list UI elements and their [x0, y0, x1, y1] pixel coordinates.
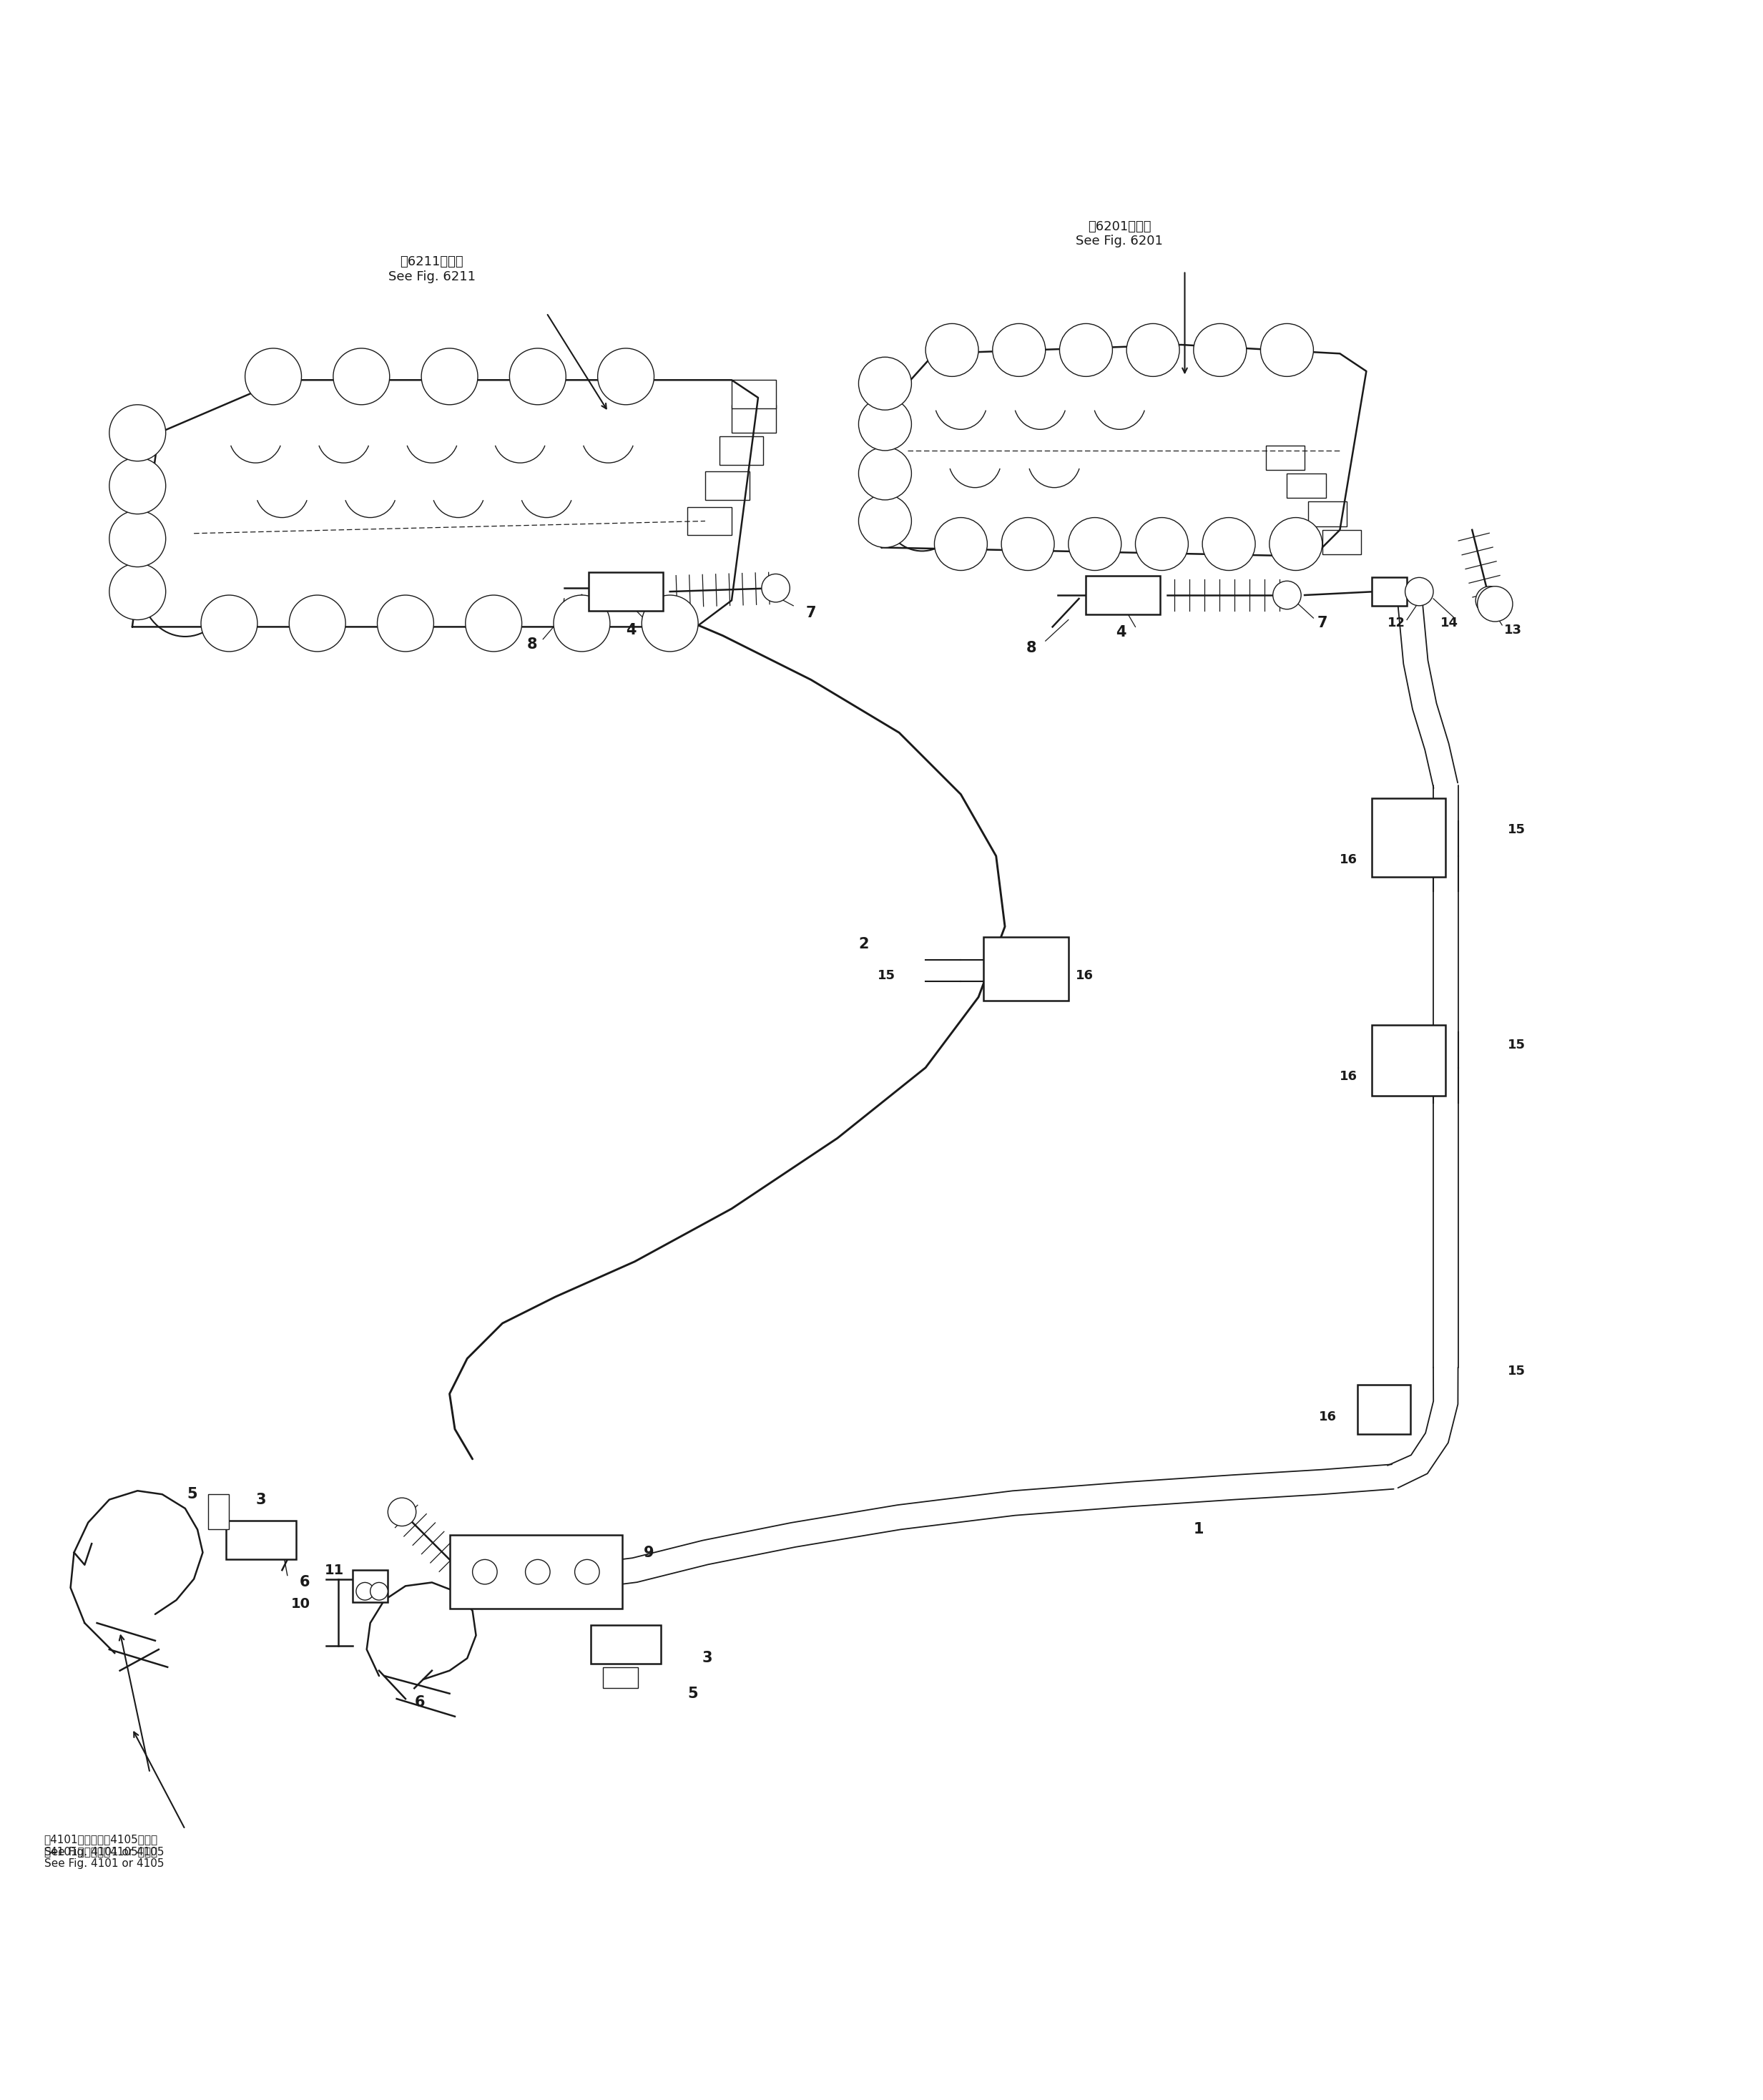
Circle shape [109, 458, 166, 514]
Text: 5: 5 [688, 1686, 698, 1701]
Circle shape [598, 349, 654, 405]
Bar [732, 405, 776, 433]
Circle shape [1405, 578, 1433, 605]
Text: 16: 16 [1319, 1411, 1336, 1424]
Text: 6: 6 [414, 1695, 425, 1709]
Circle shape [356, 1583, 374, 1600]
Text: 5: 5 [187, 1487, 197, 1502]
Bar [208, 1495, 229, 1529]
Bar [589, 571, 663, 611]
Circle shape [201, 594, 257, 651]
Circle shape [245, 349, 301, 405]
Circle shape [1194, 323, 1246, 376]
Circle shape [859, 397, 911, 452]
Circle shape [370, 1583, 388, 1600]
Text: 7: 7 [806, 605, 816, 620]
Circle shape [575, 1560, 599, 1583]
Text: 8: 8 [1026, 640, 1037, 655]
Text: 16: 16 [1340, 1071, 1358, 1084]
Text: 7: 7 [1317, 615, 1328, 630]
Text: 第6211図参照
See Fig. 6211: 第6211図参照 See Fig. 6211 [388, 256, 476, 284]
Bar [353, 1571, 388, 1602]
Circle shape [109, 405, 166, 462]
Text: 第4101図または第4105図参照
See Fig. 4101 or 4105: 第4101図または第4105図参照 See Fig. 4101 or 4105 [44, 1833, 164, 1858]
Text: 4: 4 [626, 624, 636, 638]
Text: 9: 9 [643, 1546, 654, 1560]
Circle shape [1476, 586, 1504, 615]
Text: 8: 8 [527, 636, 538, 651]
Text: 第6201図参照
See Fig. 6201: 第6201図参照 See Fig. 6201 [1075, 220, 1164, 248]
Circle shape [289, 594, 346, 651]
Text: 15: 15 [1507, 1037, 1525, 1052]
Circle shape [554, 594, 610, 651]
Circle shape [934, 517, 987, 571]
Bar [1358, 1386, 1410, 1434]
Circle shape [377, 594, 434, 651]
Circle shape [1127, 323, 1179, 376]
Circle shape [859, 357, 911, 409]
Text: 15: 15 [1507, 1365, 1525, 1378]
Circle shape [993, 323, 1045, 376]
Circle shape [510, 349, 566, 405]
Text: 15: 15 [878, 970, 896, 983]
Text: 2: 2 [859, 937, 869, 951]
Bar [603, 1667, 638, 1688]
Bar [1372, 1025, 1446, 1096]
Bar [1266, 445, 1305, 470]
Text: 10: 10 [291, 1596, 310, 1611]
Bar [1372, 578, 1407, 605]
Circle shape [472, 1560, 497, 1583]
Bar [1372, 798, 1446, 878]
Text: 16: 16 [1340, 853, 1358, 865]
Bar [591, 1625, 661, 1663]
Text: 1: 1 [1194, 1522, 1204, 1537]
Bar [1086, 575, 1160, 615]
Circle shape [926, 323, 978, 376]
Bar [984, 937, 1068, 1000]
Bar [688, 506, 732, 536]
Circle shape [642, 594, 698, 651]
Circle shape [1001, 517, 1054, 571]
Circle shape [1060, 323, 1112, 376]
Circle shape [465, 594, 522, 651]
Text: 15: 15 [1507, 823, 1525, 836]
Bar [226, 1520, 296, 1560]
Text: 3: 3 [702, 1651, 712, 1665]
Text: 12: 12 [1387, 617, 1405, 630]
Circle shape [1269, 517, 1322, 571]
Text: 4: 4 [1116, 626, 1127, 638]
Circle shape [1068, 517, 1121, 571]
Circle shape [109, 563, 166, 620]
Bar [705, 472, 749, 500]
Text: 3: 3 [256, 1493, 266, 1506]
Circle shape [762, 573, 790, 603]
Circle shape [525, 1560, 550, 1583]
Text: 16: 16 [1075, 970, 1093, 983]
Text: 11: 11 [324, 1562, 344, 1577]
Text: 14: 14 [1440, 617, 1458, 630]
Bar [1308, 502, 1347, 527]
Bar [1322, 529, 1361, 554]
Circle shape [1202, 517, 1255, 571]
Text: 13: 13 [1504, 624, 1521, 636]
Circle shape [859, 496, 911, 548]
Circle shape [388, 1497, 416, 1527]
Circle shape [1273, 582, 1301, 609]
Circle shape [1477, 586, 1513, 622]
Circle shape [859, 447, 911, 500]
Bar [732, 380, 776, 407]
Bar [1287, 472, 1326, 498]
Text: 6: 6 [300, 1575, 310, 1590]
Circle shape [333, 349, 390, 405]
Circle shape [421, 349, 478, 405]
Circle shape [1135, 517, 1188, 571]
Bar [719, 437, 763, 464]
Bar [450, 1535, 622, 1609]
Circle shape [109, 510, 166, 567]
Text: 第4101図または第4105図参照
See Fig. 4101 or 4105: 第4101図または第4105図参照 See Fig. 4101 or 4105 [44, 1846, 164, 1869]
Circle shape [1261, 323, 1313, 376]
